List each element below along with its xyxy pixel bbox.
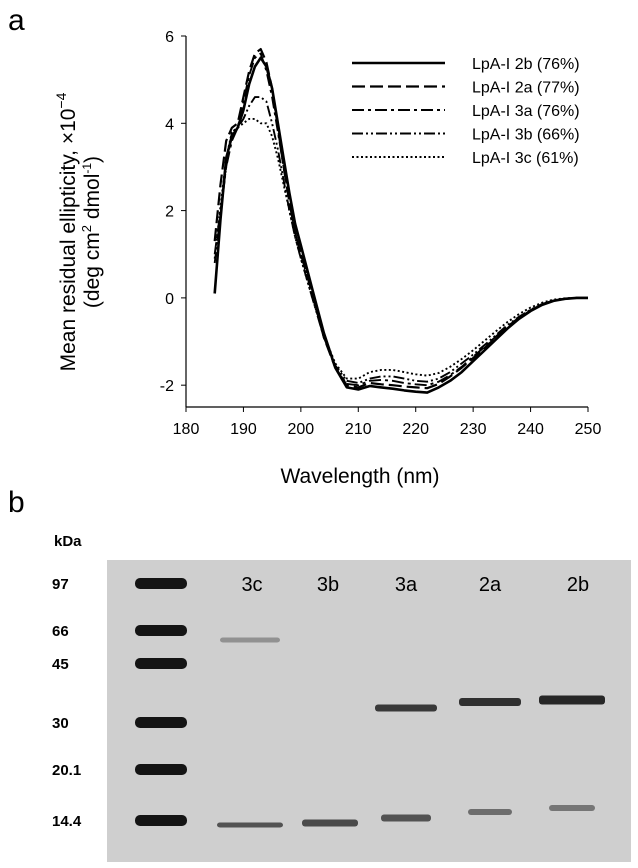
legend: LpA-I 2b (76%) LpA-I 2a (77%) LpA-I 3a (76…: [352, 56, 580, 167]
ladder-band: [135, 625, 187, 636]
y-tick-label: -2: [160, 378, 174, 395]
legend-label-4: LpA-I 3b (66%): [472, 127, 580, 144]
y-axis-label: Mean residual ellipticity, ×10−4 (deg cm…: [53, 92, 104, 371]
y-axis-label-line2: (deg cm2 dmol-1): [79, 156, 104, 308]
marker-label: 30: [52, 715, 69, 732]
ladder-band: [135, 815, 187, 826]
marker-label: 20.1: [52, 762, 81, 779]
marker-label: 45: [52, 656, 69, 673]
x-axis-label: Wavelength (nm): [280, 465, 439, 488]
series-line-5: [213, 117, 588, 380]
x-tick-label: 180: [173, 421, 200, 438]
series-lines: [213, 48, 588, 394]
ladder-band: [135, 717, 187, 728]
lane-label-3b: 3b: [317, 574, 339, 596]
marker-label: 97: [52, 576, 69, 593]
sds-page-gel-panel: kDa 97 66 45 30 20.1 14.4 3c 3b 3a 2a 2b: [52, 533, 631, 862]
legend-label-3: LpA-I 3a (76%): [472, 103, 580, 120]
protein-band: [459, 698, 521, 706]
series-line-1: [213, 56, 588, 394]
panel-b-label: b: [8, 486, 25, 519]
marker-label: 66: [52, 623, 69, 640]
ladder-band: [135, 578, 187, 589]
legend-label-2: LpA-I 2a (77%): [472, 80, 580, 97]
x-tick-label: 200: [288, 421, 315, 438]
y-tick-label: 4: [165, 116, 174, 133]
sample-bands: [217, 637, 605, 828]
y-tick-label: 2: [165, 204, 174, 221]
ladder-bands: [135, 578, 187, 826]
kda-label: kDa: [54, 533, 82, 550]
y-tick-label: 6: [165, 29, 174, 46]
protein-band: [220, 637, 280, 643]
protein-band: [468, 809, 512, 815]
protein-band: [381, 814, 431, 822]
legend-label-5: LpA-I 3c (61%): [472, 150, 579, 167]
marker-label: 14.4: [52, 813, 82, 830]
gel-image: [107, 560, 631, 862]
lane-label-3a: 3a: [395, 574, 418, 596]
x-tick-label: 250: [575, 421, 602, 438]
chart-axes: [185, 36, 588, 408]
x-tick-label: 240: [517, 421, 544, 438]
panel-a-label: a: [8, 4, 25, 37]
x-tick-labels: 180 190 200 210 220 230 240 250: [173, 407, 602, 438]
protein-band: [549, 805, 595, 811]
ladder-band: [135, 658, 187, 669]
y-tick-label: 0: [165, 291, 174, 308]
x-tick-label: 210: [345, 421, 372, 438]
x-tick-label: 220: [402, 421, 429, 438]
lane-label-3c: 3c: [241, 574, 262, 596]
y-axis-label-line1: Mean residual ellipticity, ×10−4: [53, 92, 80, 371]
x-tick-label: 190: [230, 421, 257, 438]
series-line-3: [213, 52, 588, 387]
protein-band: [217, 822, 283, 828]
lane-label-2b: 2b: [567, 574, 589, 596]
marker-labels: 97 66 45 30 20.1 14.4: [52, 576, 82, 830]
lane-labels: 3c 3b 3a 2a 2b: [241, 574, 589, 596]
protein-band: [375, 704, 437, 712]
series-line-2: [213, 48, 588, 390]
protein-band: [302, 819, 358, 827]
x-tick-label: 230: [460, 421, 487, 438]
protein-band: [539, 695, 605, 705]
series-line-4: [213, 96, 588, 384]
legend-label-1: LpA-I 2b (76%): [472, 56, 580, 73]
cd-spectrum-chart: -2 0 2 4 6 180 190 200 210 220 230 240 250 LpA-I 2b…: [53, 29, 601, 488]
y-tick-labels: -2 0 2 4 6: [160, 29, 186, 395]
lane-label-2a: 2a: [479, 574, 502, 596]
ladder-band: [135, 764, 187, 775]
